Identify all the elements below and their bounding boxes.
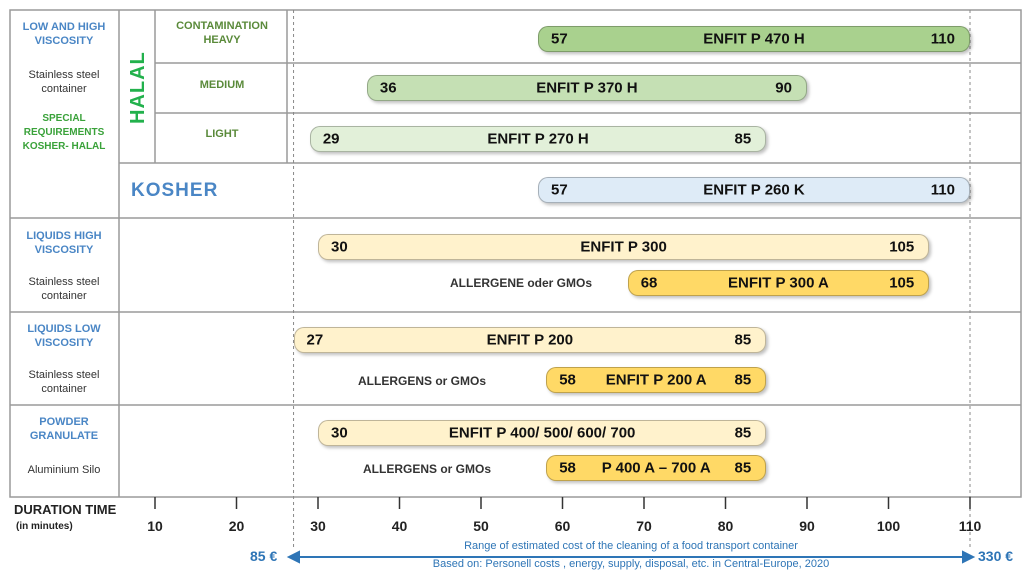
x-tick-label: 100 <box>876 518 901 534</box>
viscosity-title: LOW AND HIGH VISCOSITY <box>22 21 106 47</box>
x-tick-label: 50 <box>473 518 489 534</box>
liquids-high-label: LIQUIDS HIGH VISCOSITY <box>26 230 102 256</box>
bar-name-label: ENFIT P 400/ 500/ 600/ 700 <box>448 424 636 442</box>
allergens-gmo-note-2: ALLERGENS or GMOs <box>363 462 492 476</box>
special-requirements-label: SPECIAL REQUIREMENTS KOSHER- HALAL <box>22 113 106 152</box>
steel-container-label: Stainless steel container <box>28 69 100 95</box>
light-label: LIGHT <box>205 128 239 140</box>
bar-max-label: 85 <box>734 331 752 349</box>
bar-max-label: 85 <box>734 371 752 389</box>
range-bar: 36 ENFIT P 370 H 90 <box>366 75 807 101</box>
bar-name-label: ENFIT P 260 K <box>703 181 805 199</box>
bar-max-label: 90 <box>775 79 792 97</box>
x-tick-label: 60 <box>554 518 571 534</box>
bar-min-label: 58 <box>559 459 576 477</box>
bar-name-label: ENFIT P 200 <box>486 331 574 349</box>
aluminium-silo-label: Aluminium Silo <box>27 464 101 476</box>
bar-min-label: 57 <box>551 181 568 199</box>
bar-max-label: 110 <box>930 181 955 199</box>
powder-granulate-label: POWDER GRANULATE <box>29 416 99 442</box>
x-tick-label: 40 <box>391 518 408 534</box>
bar-name-label: ENFIT P 470 H <box>703 30 805 48</box>
bar-min-label: 57 <box>551 30 568 48</box>
x-tick-label: 80 <box>717 518 734 534</box>
x-axis-unit: (in minutes) <box>16 521 73 532</box>
x-tick-label: 20 <box>228 518 245 534</box>
bar-max-label: 110 <box>930 30 955 48</box>
chart-frame <box>9 9 1022 498</box>
x-tick-label: 30 <box>310 518 326 534</box>
x-tick-label: 10 <box>147 518 163 534</box>
range-bar: 29 ENFIT P 270 H 85 <box>309 126 767 152</box>
cost-arrow <box>286 550 976 564</box>
bar-min-label: 30 <box>331 424 348 442</box>
x-tick-label: 70 <box>636 518 652 534</box>
bar-max-label: 105 <box>889 238 915 256</box>
bar-max-label: 85 <box>734 459 752 477</box>
bar-name-label: ENFIT P 200 A <box>605 371 707 389</box>
bar-name-label: ENFIT P 300 <box>580 238 667 256</box>
allergens-gmo-note-1: ALLERGENS or GMOs <box>358 374 487 388</box>
cost-range-basis: Based on: Personell costs , energy, supp… <box>432 558 830 570</box>
range-bar: 30 ENFIT P 400/ 500/ 600/ 700 85 <box>318 420 767 446</box>
steel-container-label-2: Stainless steel container <box>28 276 100 302</box>
medium-label: MEDIUM <box>199 79 245 91</box>
allergene-gmo-note: ALLERGENE oder GMOs <box>450 276 593 290</box>
bar-min-label: 30 <box>331 238 348 256</box>
x-tick-label: 90 <box>799 518 815 534</box>
range-bar: 30 ENFIT P 300 105 <box>318 234 930 260</box>
range-bar: 57 ENFIT P 470 H 110 <box>538 26 970 52</box>
kosher-label: KOSHER <box>131 180 219 201</box>
bar-min-label: 27 <box>306 331 324 349</box>
halal-label: HALAL <box>127 51 149 124</box>
bar-min-label: 29 <box>322 130 340 148</box>
cost-from: 85 € <box>250 548 278 564</box>
liquids-low-label: LIQUIDS LOW VISCOSITY <box>27 323 101 349</box>
bar-max-label: 105 <box>889 274 915 292</box>
range-bar: 27 ENFIT P 200 85 <box>293 327 767 353</box>
x-tick-label: 110 <box>958 518 982 534</box>
cost-range-caption: Range of estimated cost of the cleaning … <box>464 540 798 552</box>
range-bar: 58 ENFIT P 200 A 85 <box>546 367 767 393</box>
range-bar: 58 P 400 A – 700 A 85 <box>546 455 767 481</box>
bar-max-label: 85 <box>734 130 752 148</box>
bar-min-label: 68 <box>640 274 658 292</box>
range-bar: 57 ENFIT P 260 K 110 <box>538 177 970 203</box>
range-bar: 68 ENFIT P 300 A 105 <box>627 270 930 296</box>
bar-max-label: 85 <box>734 424 752 442</box>
bar-name-label: P 400 A – 700 A <box>601 459 711 477</box>
bar-min-label: 36 <box>379 79 397 97</box>
bar-min-label: 58 <box>559 371 576 389</box>
steel-container-label-3: Stainless steel container <box>28 369 100 395</box>
contamination-heavy-label: CONTAMINATION HEAVY <box>176 20 268 46</box>
bar-name-label: ENFIT P 270 H <box>487 130 589 148</box>
x-axis-title: DURATION TIME <box>14 502 117 517</box>
bar-name-label: ENFIT P 300 A <box>728 274 829 292</box>
bar-name-label: ENFIT P 370 H <box>536 79 638 97</box>
cost-to: 330 € <box>978 548 1014 564</box>
